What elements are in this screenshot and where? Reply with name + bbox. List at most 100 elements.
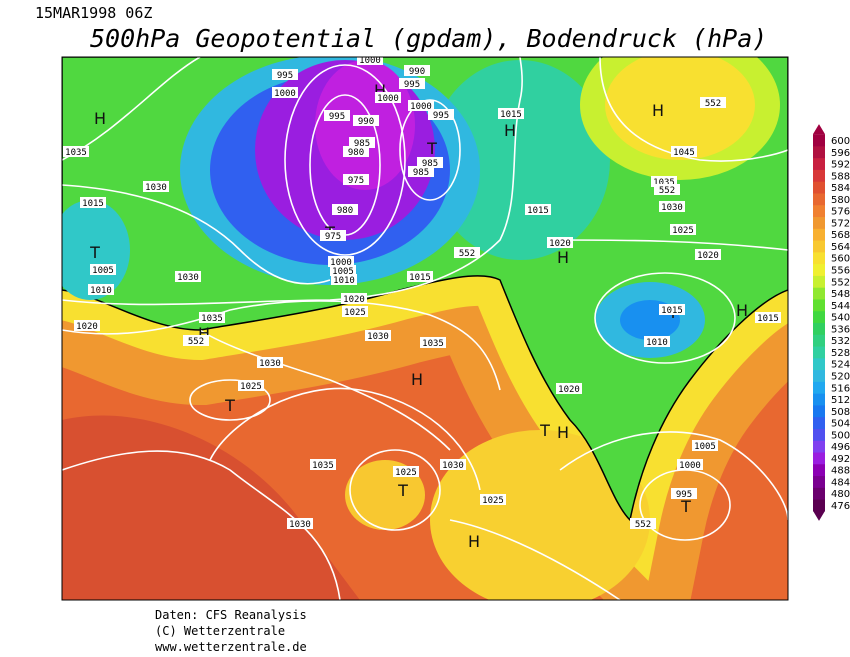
isobar-label-box — [659, 201, 685, 212]
colorbar-swatch — [813, 487, 825, 500]
colorbar-swatch — [813, 263, 825, 276]
isobar-label: 552 — [459, 249, 475, 259]
isobar-label-box — [404, 65, 430, 76]
date: 15MAR1998 06Z — [35, 4, 152, 22]
isobar-label: 1015 — [527, 206, 549, 216]
colorbar-tick-label: 596 — [831, 148, 850, 159]
colorbar-tick-label: 572 — [831, 218, 850, 229]
isobar-label: 1035 — [201, 314, 223, 324]
isobar-label: 1000 — [330, 258, 352, 268]
isobar-label-box — [320, 230, 346, 241]
colorbar-swatch — [813, 440, 825, 453]
colorbar-swatch — [813, 346, 825, 359]
isobar-label-box — [480, 494, 506, 505]
isobar-label-box — [407, 271, 433, 282]
colorbar-swatch — [813, 181, 825, 194]
colorbar-swatch — [813, 393, 825, 406]
isobar-label: 1010 — [646, 338, 668, 348]
isobar-label: 1025 — [344, 308, 366, 318]
colorbar-tick-label: 488 — [831, 466, 850, 477]
isobar-label-box — [353, 115, 379, 126]
isobar-label: 1030 — [367, 332, 389, 342]
isobar-label: 1025 — [395, 468, 417, 478]
isobar-label-box — [375, 92, 401, 103]
colorbar-tick-label: 552 — [831, 277, 850, 288]
isobar-label: 1005 — [92, 266, 114, 276]
isobar-label: 1025 — [240, 382, 262, 392]
isobar-label: 1030 — [661, 203, 683, 213]
isobar-label: 995 — [404, 80, 420, 90]
map: HHHHTTTHTHHTHTHTHT9951000100099099510001… — [62, 56, 788, 600]
colorbar-swatch — [813, 428, 825, 441]
colorbar-swatch — [813, 192, 825, 206]
colorbar-swatch — [813, 334, 825, 347]
isobar-label: 552 — [659, 186, 675, 196]
isobar-label: 980 — [348, 148, 364, 158]
isobar-label-box — [328, 256, 354, 267]
isobar-label-box — [287, 518, 313, 529]
isobar-label-box — [365, 330, 391, 341]
isobar-label-box — [143, 181, 169, 192]
isobar-label: 1030 — [177, 273, 199, 283]
colorbar-swatch — [813, 145, 825, 159]
isobar-label: 1035 — [653, 178, 675, 188]
isobar-label: 1035 — [422, 339, 444, 349]
pressure-centre: H — [504, 121, 516, 140]
isobar-label-box — [343, 146, 369, 157]
colorbar-tick-label: 580 — [831, 195, 850, 206]
isobar-label: 1015 — [500, 110, 522, 120]
isobar-label: 1030 — [289, 520, 311, 530]
pressure-centre: H — [468, 532, 480, 551]
isobar-label-box — [677, 459, 703, 470]
isobar-label-box — [671, 488, 697, 499]
colorbar-swatch — [813, 499, 825, 512]
isobar-label-box — [630, 518, 656, 529]
colorbar-tick-label: 588 — [831, 171, 850, 182]
colorbar-tick-label: 528 — [831, 348, 850, 359]
footer-line: Daten: CFS Reanalysis — [155, 608, 307, 622]
isobar-label: 985 — [413, 168, 429, 178]
isobar-label-box — [343, 174, 369, 185]
isobar-label-box — [183, 335, 209, 346]
colorbar-tick-label: 520 — [831, 371, 850, 382]
colorbar-tick-label: 480 — [831, 489, 850, 500]
isobar-label: 1025 — [482, 496, 504, 506]
isobar-label-box — [547, 237, 573, 248]
pressure-centre: H — [557, 248, 569, 267]
pressure-centre: H — [557, 423, 569, 442]
isobar-label: 552 — [188, 337, 204, 347]
colorbar-tick-label: 600 — [831, 136, 850, 147]
isobar-label-box — [90, 264, 116, 275]
isobar-label: 1000 — [410, 102, 432, 112]
isobar-label: 1020 — [343, 295, 365, 305]
colorbar-swatch — [813, 322, 825, 335]
colorbar-tick-label: 544 — [831, 301, 850, 312]
isobar-label: 1020 — [549, 239, 571, 249]
isobar-label: 1000 — [377, 94, 399, 104]
isobar-label-box — [63, 146, 89, 157]
isobar-label-box — [175, 271, 201, 282]
colorbar-swatch — [813, 357, 825, 371]
isobar-label: 1015 — [82, 199, 104, 209]
footer-line: (C) Wetterzentrale — [155, 624, 285, 638]
isobar-label-box — [341, 293, 367, 304]
colorbar-swatch — [813, 310, 825, 323]
isobar-label-box — [440, 459, 466, 470]
colorbar-tick-label: 508 — [831, 407, 850, 418]
colorbar-tick-label: 584 — [831, 183, 850, 194]
colorbar-swatch — [813, 251, 825, 265]
isobar-label: 990 — [358, 117, 374, 127]
isobar-label-box — [272, 87, 298, 98]
isobar-label-box — [324, 110, 350, 121]
pressure-centre: T — [539, 421, 550, 440]
isobar-label: 1000 — [359, 56, 381, 66]
pressure-centre: H — [736, 301, 748, 320]
pressure-centre: T — [224, 396, 235, 415]
isobar-label-box — [199, 312, 225, 323]
colorbar-tick-label: 536 — [831, 324, 850, 335]
colorbar-swatch — [813, 463, 825, 477]
isobar-label-box — [651, 176, 677, 187]
pressure-centre: T — [89, 243, 100, 262]
isobar-label: 1020 — [76, 322, 98, 332]
colorbar-swatch — [813, 287, 825, 300]
